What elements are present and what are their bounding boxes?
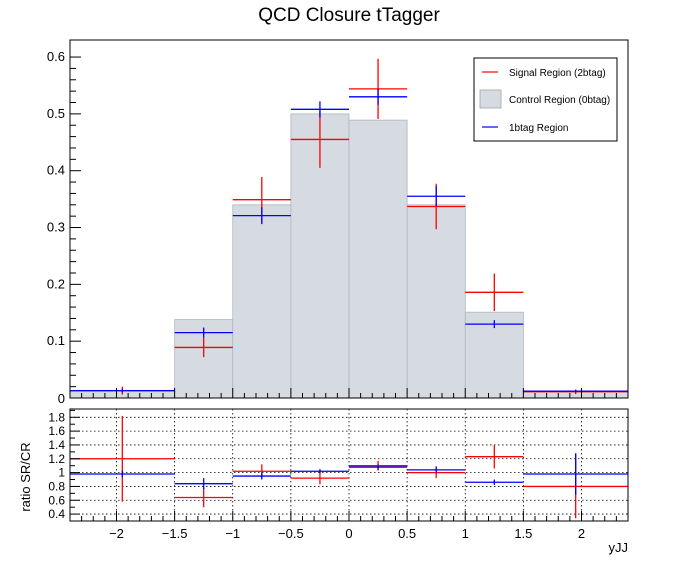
main-y-tick-label: 0.5 (47, 106, 65, 121)
ratio-y-tick-label: 0.6 (48, 493, 65, 507)
ratio-panel: 0.40.60.811.21.41.61.8−2 −1.5 −1 −0.5 0 0.5 1 1… (48, 408, 629, 541)
x-tick-label: −2 (109, 526, 124, 541)
ratio-y-tick-label: 1.6 (48, 424, 65, 438)
ratio-error-bars (70, 415, 628, 519)
main-plot-panel: 0.1 0.2 0.3 0.4 0.5 0.6 0 (47, 39, 629, 406)
x-axis-label: yJJ (609, 540, 629, 555)
ratio-y-tick-label: 1.2 (48, 452, 65, 466)
chart-title: QCD Closure tTagger (258, 5, 440, 26)
x-tick-label: 1.5 (514, 526, 532, 541)
main-y-tick-label: 0.1 (47, 333, 65, 348)
ratio-y-tick-label: 0.8 (48, 479, 65, 493)
control-region-bin (406, 204, 466, 399)
main-y-axis: 0.1 0.2 0.3 0.4 0.5 0.6 0 (47, 49, 81, 406)
legend-control-label: Control Region (0btag) (509, 95, 610, 106)
x-tick-label: −1.5 (162, 526, 188, 541)
legend-1btag-label: 1btag Region (509, 123, 569, 134)
main-y-tick-label: 0.4 (47, 163, 65, 178)
x-tick-label: 1 (462, 526, 469, 541)
main-y-tick-label: 0.3 (47, 220, 65, 235)
main-y-tick-label: 0 (58, 391, 65, 406)
ratio-y-tick-label: 0.4 (48, 507, 65, 521)
ratio-grid (70, 409, 628, 521)
x-tick-label: −1 (225, 526, 240, 541)
ratio-y-tick-label: 1.4 (48, 438, 65, 452)
control-region-bin (348, 119, 408, 399)
ratio-axes: 0.40.60.811.21.41.61.8−2 −1.5 −1 −0.5 0 0.5 1 1… (48, 409, 629, 541)
ratio-y-tick-label: 1 (58, 466, 65, 480)
legend: Signal Region (2btag) Control Region (0b… (473, 57, 618, 142)
x-tick-label: 2 (578, 526, 585, 541)
ratio-y-axis-label: ratio SR/CR (18, 442, 33, 511)
x-tick-label: 0.5 (398, 526, 416, 541)
control-region-bin (232, 204, 292, 399)
control-region-histogram (69, 113, 629, 399)
x-tick-label: 0 (345, 526, 352, 541)
legend-control-marker (479, 89, 502, 109)
main-y-tick-label: 0.6 (47, 49, 65, 64)
legend-signal-label: Signal Region (2btag) (509, 68, 606, 79)
main-x-axis-ticks (69, 388, 629, 398)
top-error-bars (70, 58, 628, 395)
x-tick-label: −0.5 (278, 526, 304, 541)
main-y-tick-label: 0.2 (47, 276, 65, 291)
ratio-y-tick-label: 1.8 (48, 410, 65, 424)
